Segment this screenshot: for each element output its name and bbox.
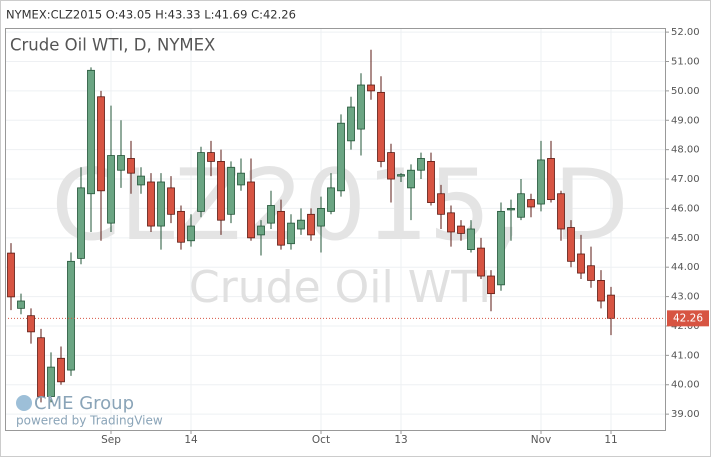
x-tick-label: Nov [531,434,552,446]
candle-body [307,213,315,236]
axes: 39.00 40.00 41.00 42.00 43.00 44.00 45.00 46.00… [101,27,709,446]
candle-body [177,210,185,243]
last-price-label: 42.26 [673,312,703,324]
y-tick-label: 45.00 [671,233,700,244]
y-tick-label: 51.00 [671,57,700,68]
credit: powered by TradingView [16,414,163,428]
logo: CME Group [34,393,134,414]
x-tick-label: 14 [184,434,198,446]
x-tick-label: 11 [604,434,617,446]
candle-body [27,315,35,333]
candle-body [347,106,355,142]
candle-body [137,175,145,186]
candle-body [187,225,195,242]
candle-body [337,122,345,192]
candle-body [157,181,165,227]
candle-body [17,300,25,309]
last-price-tag [667,310,709,327]
candle-body [437,193,445,215]
candle-body [467,228,475,250]
y-tick-label: 40.00 [671,380,700,391]
y-tick-label: 42.00 [671,321,700,332]
candle-body [317,208,325,227]
candle-body [197,152,205,212]
x-tick-label: 13 [394,434,407,446]
y-tick-label: 49.00 [671,115,700,126]
y-tick-label: 50.00 [671,86,700,97]
candle-body [597,280,605,302]
candle-body [37,337,45,397]
y-tick-label: 47.00 [671,174,700,185]
symbol-header: NYMEX:CLZ2015 O:43.05 H:43.33 L:41.69 C:… [6,8,296,22]
candles [5,49,665,403]
candle-body [477,247,485,277]
candle-body [387,152,395,180]
candle-body [407,169,415,189]
y-tick-label: 44.00 [671,262,700,273]
candle-body [297,219,305,230]
candle-body [147,181,155,227]
logo-icon [16,395,32,411]
candle-body [327,187,335,212]
candle-body [57,357,65,383]
y-tick-label: 41.00 [671,350,700,361]
grid [5,28,665,430]
candle-body [527,199,535,208]
y-tick-label: 43.00 [671,292,700,303]
y-tick-label: 46.00 [671,203,700,214]
candle-body [97,96,105,192]
candle-body [217,161,225,221]
candle-body [367,84,375,92]
y-tick-label: 52.00 [671,27,700,38]
candle-body [557,193,565,230]
chart-title: Crude Oil WTI, D, NYMEX [10,36,215,55]
candle-body [417,158,425,171]
watermark-name: Crude Oil WTI [189,262,491,313]
x-tick-label: Sep [101,434,121,446]
candle-body [77,187,85,259]
candle-body [457,225,465,234]
candle-body [67,260,75,371]
candle-body [207,152,215,162]
candle-body [547,158,555,201]
x-tick-label: Oct [312,434,330,446]
y-tick-label: 48.00 [671,145,700,156]
candle-body [277,210,285,246]
candle-body [487,275,495,295]
candle-body [247,181,255,239]
candle-body [127,158,135,174]
candle-body [397,174,405,177]
y-tick-label: 39.00 [671,409,700,420]
candle-body [427,161,435,203]
candle-body [267,205,275,224]
candle-body [577,253,585,274]
candle-body [357,84,365,130]
candle-body [507,208,515,211]
candle-body [537,159,545,205]
candle-body [497,210,505,286]
candle-body [607,294,615,319]
candle-body [587,265,595,281]
candle-body [287,222,295,245]
candle-body [237,172,245,186]
candle-body [377,91,385,162]
candle-body [517,193,525,218]
candle-body [257,225,265,236]
candle-body [167,187,175,215]
candle-body [567,227,575,262]
candle-body [47,366,55,397]
candle-body [7,252,15,298]
candle-body [117,155,125,171]
candle-body [87,69,95,195]
candle-body [227,166,235,215]
plot-border [5,28,666,431]
candle-body [447,212,455,233]
candle-body [107,155,115,224]
